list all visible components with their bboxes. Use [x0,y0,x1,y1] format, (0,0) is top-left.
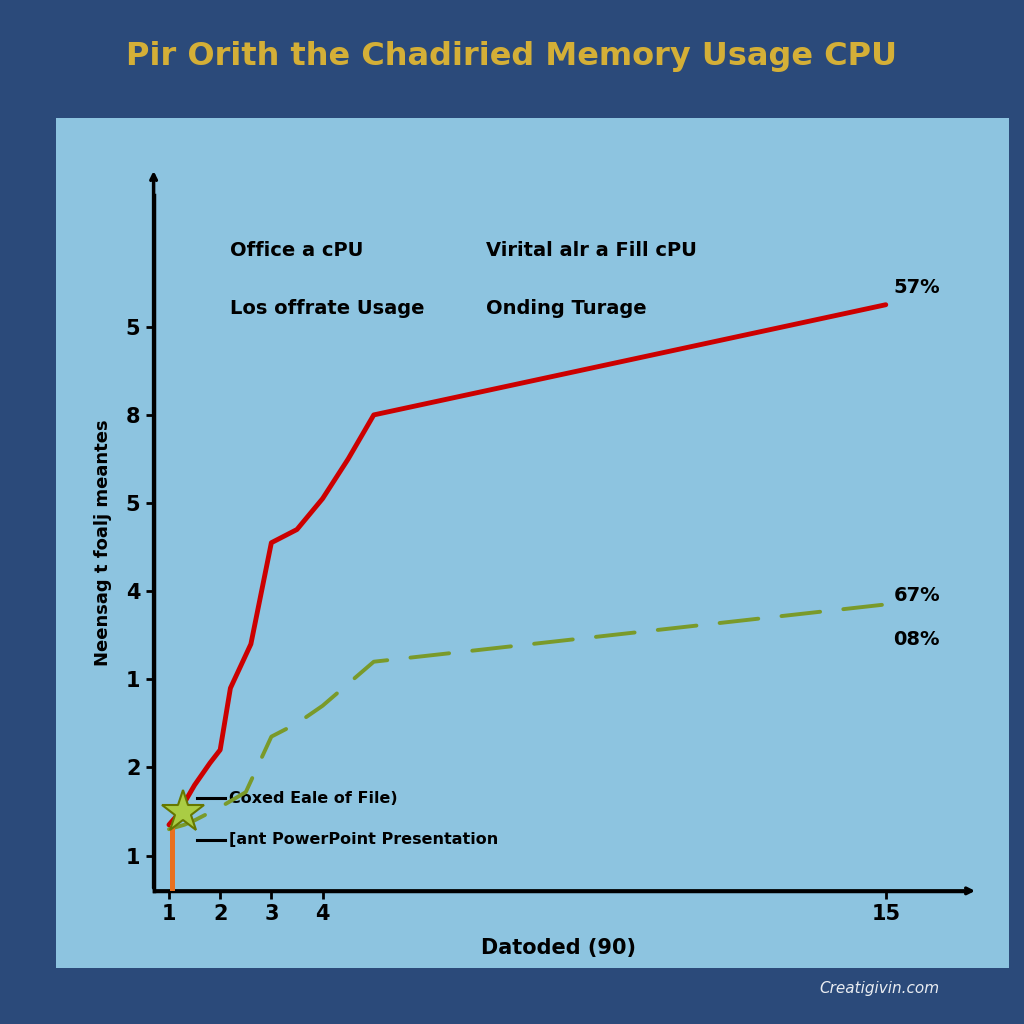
Text: Pir Orith the Chadiried Memory Usage CPU: Pir Orith the Chadiried Memory Usage CPU [126,41,898,72]
Text: Onding Turage: Onding Turage [486,299,647,317]
Text: Virital alr a Fill cPU: Virital alr a Fill cPU [486,242,697,260]
Y-axis label: Neensag t foalj meantes: Neensag t foalj meantes [94,420,112,666]
Text: Creatigivin.com: Creatigivin.com [819,981,939,996]
Bar [170,824,175,891]
Text: [ant PowerPoint Presentation: [ant PowerPoint Presentation [229,833,499,847]
Text: Office a cPU: Office a cPU [230,242,364,260]
Text: 67%: 67% [893,586,940,605]
Text: Coxed Eale of File): Coxed Eale of File) [229,791,398,806]
Text: Los offrate Usage: Los offrate Usage [230,299,425,317]
X-axis label: Datoded (90): Datoded (90) [480,938,636,958]
Text: 57%: 57% [893,278,940,297]
Text: 08%: 08% [893,630,940,649]
